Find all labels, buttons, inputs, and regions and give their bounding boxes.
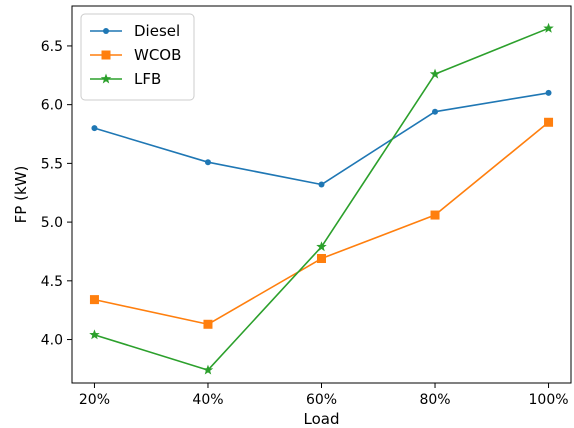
data-point: [202, 364, 214, 375]
legend-item-wcob: WCOB: [90, 46, 181, 64]
x-tick-label: 60%: [306, 392, 337, 408]
series-layer: [89, 22, 554, 375]
legend-item-lfb: LFB: [90, 70, 161, 88]
data-point: [430, 210, 440, 220]
data-point: [429, 68, 441, 79]
data-point: [543, 22, 554, 33]
data-point: [317, 254, 326, 264]
legend-label: LFB: [134, 70, 161, 88]
series-diesel: [91, 89, 552, 188]
y-tick-label: 6.0: [41, 98, 63, 114]
data-point: [432, 108, 439, 115]
y-tick-label: 5.5: [41, 156, 63, 172]
y-tick-label: 4.5: [41, 274, 63, 290]
x-tick-label: 80%: [419, 392, 450, 408]
data-point: [91, 125, 98, 132]
x-tick-label: 100%: [529, 392, 569, 408]
legend: Diesel WCOB LFB: [80, 13, 195, 101]
legend-marker: [100, 73, 112, 84]
legend-label: WCOB: [134, 46, 181, 64]
data-point: [545, 89, 552, 96]
y-tick-label: 4.0: [41, 333, 63, 349]
axes-layer: 20% 40% 60% 80% 100% 4.0 4.5 5.0 5.5 6.0 6.5: [41, 5, 572, 408]
legend-label: Diesel: [134, 22, 180, 40]
x-tick-label: 20%: [79, 392, 110, 408]
series-wcob: [89, 117, 554, 329]
data-point: [204, 159, 211, 166]
y-axis-label: FP (kW): [12, 166, 30, 224]
series-lfb: [89, 22, 554, 375]
data-point: [203, 319, 213, 329]
data-point: [89, 295, 99, 305]
x-tick-label: 40%: [192, 392, 223, 408]
legend-marker: [101, 50, 111, 60]
data-point: [89, 329, 100, 340]
legend-item-diesel: Diesel: [90, 22, 180, 40]
x-axis-label: Load: [304, 410, 340, 428]
data-point: [318, 181, 325, 188]
y-tick-label: 6.5: [41, 39, 63, 55]
legend-marker: [103, 28, 109, 34]
data-point: [544, 117, 554, 127]
y-tick-label: 5.0: [41, 215, 63, 231]
data-point: [316, 241, 327, 252]
